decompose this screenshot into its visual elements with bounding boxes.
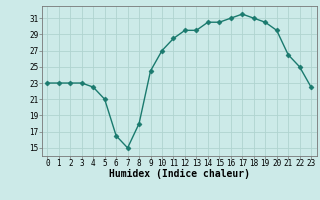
X-axis label: Humidex (Indice chaleur): Humidex (Indice chaleur) — [109, 169, 250, 179]
